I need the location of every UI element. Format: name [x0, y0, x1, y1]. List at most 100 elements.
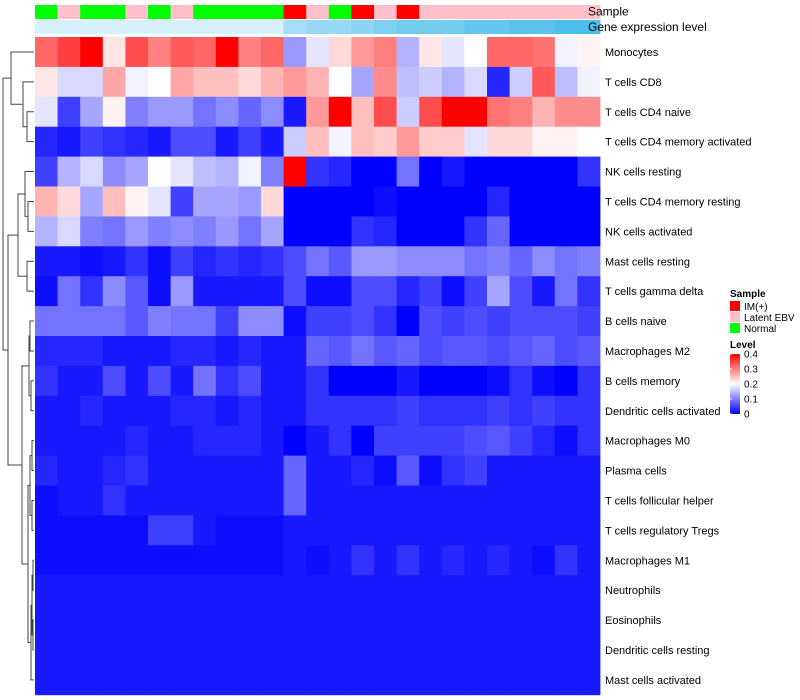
- gene-expression-annotation-bar: [35, 20, 601, 34]
- sample-annotation-cell: [148, 5, 171, 19]
- heatmap-cell: [351, 216, 375, 247]
- heatmap-cell: [148, 515, 171, 546]
- row-label: T cells CD4 naive: [605, 107, 691, 119]
- gene-expression-annotation-cell: [57, 20, 81, 34]
- heatmap-cell: [351, 425, 375, 456]
- heatmap-cell: [509, 186, 533, 217]
- heatmap-cell: [464, 186, 488, 217]
- heatmap-cell: [328, 246, 352, 277]
- gene-expression-annotation-cell: [35, 20, 58, 34]
- heatmap-cell: [80, 545, 104, 576]
- heatmap-cell: [509, 246, 533, 277]
- heatmap-cell: [57, 545, 81, 576]
- heatmap-cell: [170, 96, 194, 128]
- heatmap-cell: [261, 37, 284, 68]
- heatmap-cell: [238, 365, 262, 397]
- heatmap-cell: [396, 365, 420, 397]
- heatmap-cell: [148, 186, 171, 217]
- heatmap-cell: [464, 395, 488, 427]
- gene-expression-annotation-cell: [306, 20, 330, 34]
- heatmap-cell: [125, 66, 149, 98]
- dendrogram-branch: [26, 260, 34, 292]
- heatmap-cell: [328, 306, 352, 337]
- heatmap-cell: [351, 395, 375, 427]
- row-label: Dendritic cells resting: [605, 645, 710, 657]
- row-label: Macrophages M2: [605, 346, 690, 358]
- heatmap-cell: [102, 545, 126, 576]
- heatmap-cell: [509, 635, 533, 666]
- heatmap-cell: [487, 664, 510, 696]
- heatmap-cell: [102, 425, 126, 456]
- heatmap-cell: [374, 186, 397, 217]
- row-label: B cells naive: [605, 316, 667, 328]
- row-label: Macrophages M1: [605, 555, 690, 567]
- heatmap-cell: [419, 605, 443, 636]
- heatmap-cell: [238, 156, 262, 187]
- heatmap-cell: [193, 216, 217, 247]
- heatmap-cell: [57, 66, 81, 98]
- heatmap-cell: [261, 306, 284, 337]
- heatmap-cell: [102, 66, 126, 98]
- heatmap-cell: [80, 66, 104, 98]
- heatmap-cell: [396, 425, 420, 456]
- heatmap-cell: [57, 246, 81, 277]
- heatmap-cell: [35, 126, 58, 157]
- heatmap-cell: [261, 186, 284, 217]
- heatmap-cell: [80, 515, 104, 546]
- heatmap-cell: [396, 66, 420, 98]
- heatmap-cell: [509, 336, 533, 367]
- heatmap-cell: [80, 276, 104, 307]
- heatmap-cell: [238, 306, 262, 337]
- heatmap-cell: [464, 306, 488, 337]
- heatmap-cell: [532, 635, 556, 666]
- sample-annotation-bar: [35, 5, 601, 19]
- heatmap-cell: [464, 455, 488, 486]
- heatmap-cell: [35, 186, 58, 217]
- heatmap-cell: [328, 365, 352, 397]
- heatmap-cell: [374, 664, 397, 696]
- heatmap-cell: [441, 485, 465, 516]
- row-label: T cells CD4 memory resting: [605, 196, 741, 208]
- heatmap-cell: [170, 216, 194, 247]
- heatmap-cell: [441, 515, 465, 546]
- heatmap-cell: [261, 425, 284, 456]
- sample-annotation-cell: [193, 5, 217, 19]
- sample-annotation-cell: [306, 5, 330, 19]
- dendrogram-branch: [27, 200, 34, 232]
- heatmap-cell: [351, 246, 375, 277]
- heatmap-cell: [306, 515, 330, 546]
- row-labels: Monocytes T cells CD8 T cells CD4 naive T c…: [605, 47, 752, 687]
- heatmap-cell: [125, 306, 149, 337]
- heatmap-cell: [35, 455, 58, 486]
- heatmap-cell: [441, 545, 465, 576]
- heatmap-cell: [374, 96, 397, 128]
- row-label: NK cells activated: [605, 226, 692, 238]
- heatmap-cell: [215, 276, 239, 307]
- heatmap-cell: [238, 575, 262, 606]
- heatmap-cell: [509, 395, 533, 427]
- heatmap-cell: [509, 425, 533, 456]
- heatmap-cell: [261, 605, 284, 636]
- gene-expression-annotation-cell: [351, 20, 375, 34]
- heatmap-cell: [441, 96, 465, 128]
- heatmap-cell: [532, 545, 556, 576]
- heatmap-cell: [374, 37, 397, 68]
- heatmap-cell: [102, 395, 126, 427]
- heatmap-cell: [193, 365, 217, 397]
- heatmap-cell: [125, 485, 149, 516]
- heatmap-cell: [170, 455, 194, 486]
- heatmap-cell: [306, 156, 330, 187]
- heatmap-cell: [374, 605, 397, 636]
- heatmap-cell: [328, 186, 352, 217]
- gene-expression-annotation-cell: [261, 20, 284, 34]
- heatmap-cell: [102, 336, 126, 367]
- heatmap-cell: [306, 276, 330, 307]
- heatmap-cell: [351, 306, 375, 337]
- heatmap-cell: [509, 515, 533, 546]
- heatmap-cell: [148, 395, 171, 427]
- heatmap-cell: [396, 575, 420, 606]
- heatmap-cell: [125, 395, 149, 427]
- heatmap-cell: [396, 336, 420, 367]
- heatmap-cell: [193, 246, 217, 277]
